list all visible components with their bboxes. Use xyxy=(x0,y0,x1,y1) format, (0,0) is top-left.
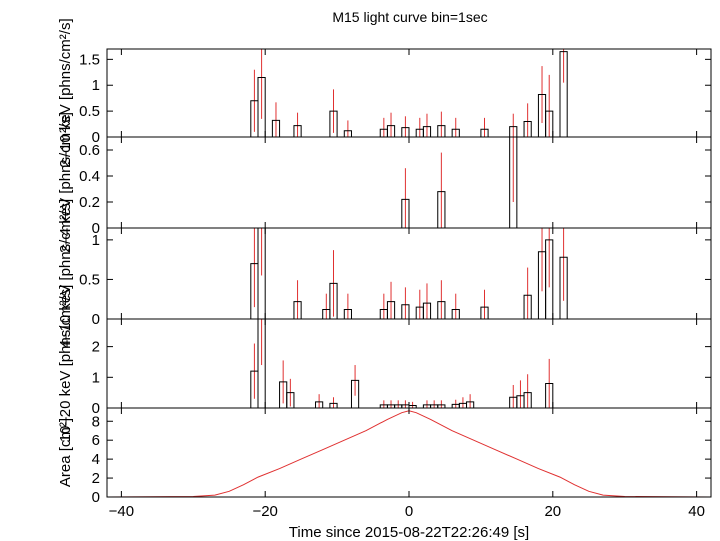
y-tick-label: 6 xyxy=(92,432,100,449)
histogram-bin xyxy=(271,119,281,137)
area-curve xyxy=(107,410,711,497)
histogram-bin xyxy=(386,125,396,137)
chart-title: M15 light curve bin=1sec xyxy=(332,9,487,25)
histogram-bin xyxy=(293,301,302,319)
histogram-bin xyxy=(422,126,432,137)
histogram-bin xyxy=(401,304,410,319)
y-tick-label: 0 xyxy=(92,489,100,506)
histogram-bin xyxy=(509,137,518,228)
x-tick-label: 20 xyxy=(544,503,561,520)
y-tick-label: 0.5 xyxy=(79,103,100,120)
x-tick-label: −20 xyxy=(252,503,277,520)
histogram-bin xyxy=(523,392,532,408)
panels-group: 0 0.5 1 1.5 2–10 keV [phns/cm²/s] 0 0.2 0.4 0.6 2… xyxy=(57,18,712,520)
y-axis-label: 4–10 keV [phns/cm²/s] xyxy=(57,199,74,348)
y-axis-label: 2–10 keV [phns/cm²/s] xyxy=(57,18,74,167)
panel-frame xyxy=(106,48,712,138)
histogram-bin xyxy=(437,125,446,137)
histogram-bin xyxy=(257,319,266,408)
y-tick-label: 2 xyxy=(92,339,100,356)
histogram-bin xyxy=(329,282,338,319)
y-axis-label: Area [cm²] xyxy=(57,418,74,487)
histogram-bin xyxy=(350,379,360,408)
histogram-bin xyxy=(386,301,396,319)
histogram-bin xyxy=(545,382,554,408)
y-tick-label: 0.4 xyxy=(79,168,100,185)
panel-3-data xyxy=(107,228,711,319)
y-tick-label: 0 xyxy=(92,129,100,146)
histogram-bin xyxy=(343,130,352,137)
histogram-bin xyxy=(286,392,295,408)
histogram-bin xyxy=(401,198,410,228)
histogram-bin xyxy=(257,76,266,137)
histogram-bin xyxy=(437,301,446,319)
histogram-bin xyxy=(343,309,352,319)
histogram-bin xyxy=(509,126,518,137)
x-tick-label: 0 xyxy=(405,503,413,520)
histogram-bin xyxy=(523,120,532,137)
histogram-bin xyxy=(315,401,324,408)
y-tick-label: 0.2 xyxy=(79,194,100,211)
y-tick-label: 0.5 xyxy=(79,271,100,288)
histogram-bin xyxy=(559,51,568,137)
y-axis-label: 10–20 keV [phns/cm²/s] xyxy=(57,285,74,443)
histogram-bin xyxy=(480,306,489,319)
y-tick-label: 8 xyxy=(92,413,100,430)
y-tick-label: 1.5 xyxy=(79,51,100,68)
histogram-bin xyxy=(559,256,568,319)
panel-5-data xyxy=(107,410,711,497)
x-tick-label: 40 xyxy=(688,503,705,520)
histogram-bin xyxy=(329,110,338,137)
histogram-bin xyxy=(451,128,460,137)
panel-4-data xyxy=(107,319,711,408)
y-axis-label: 2–4 keV [phns/cm²/s] xyxy=(57,112,74,253)
histogram-bin xyxy=(293,125,302,137)
y-tick-label: 2 xyxy=(92,470,100,487)
panel-2-data xyxy=(107,137,711,228)
y-tick-label: 0 xyxy=(92,220,100,237)
panel-4: 0 1 2 10–20 keV [phns/cm²/s] xyxy=(57,285,712,443)
histogram-bin xyxy=(422,302,432,319)
histogram-bin xyxy=(523,294,532,319)
histogram-bin xyxy=(329,402,338,408)
y-tick-label: 1 xyxy=(92,232,100,249)
y-tick-label: 1 xyxy=(92,77,100,94)
histogram-bin xyxy=(545,110,554,137)
panel-3: 0 0.5 1 4–10 keV [phns/cm²/s] xyxy=(57,199,712,348)
panel-1-data xyxy=(107,49,711,137)
x-tick-label: −40 xyxy=(109,503,134,520)
histogram-bin xyxy=(545,239,554,319)
histogram-bin xyxy=(466,401,475,408)
y-tick-label: 1 xyxy=(92,369,100,386)
histogram-bin xyxy=(437,404,446,408)
y-tick-label: 0.6 xyxy=(79,142,100,159)
histogram-bin xyxy=(480,128,489,137)
panel-frame xyxy=(106,407,712,498)
y-tick-label: 0 xyxy=(92,400,100,417)
y-tick-label: 0 xyxy=(92,311,100,328)
panel-5: 0 2 4 6 8 −40 −20 0 20 40 Area [cm²] xyxy=(57,407,712,520)
histogram-bin xyxy=(257,228,266,319)
panel-1: 0 0.5 1 1.5 2–10 keV [phns/cm²/s] xyxy=(57,18,712,168)
panel-frame xyxy=(106,318,712,409)
y-tick-label: 4 xyxy=(92,451,100,468)
x-axis-label: Time since 2015-08-22T22:26:49 [s] xyxy=(289,524,529,541)
histogram-bin xyxy=(451,309,460,319)
panel-2: 0 0.2 0.4 0.6 2–4 keV [phns/cm²/s] xyxy=(57,112,712,253)
histogram-bin xyxy=(437,191,446,228)
